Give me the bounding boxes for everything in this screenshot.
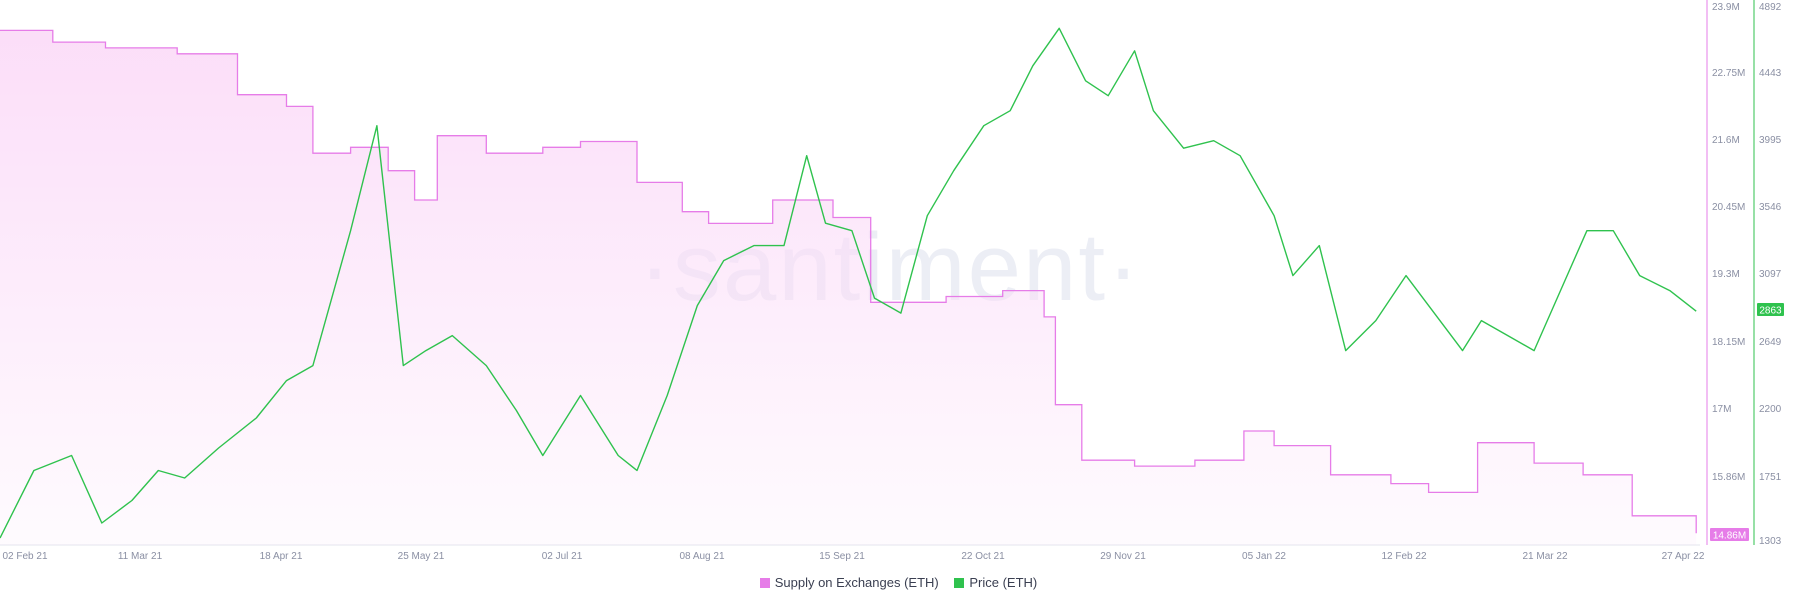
- x-tick-label: 15 Sep 21: [819, 551, 865, 562]
- price-tick-label: 2200: [1759, 404, 1782, 415]
- price-line: [0, 27, 1697, 539]
- x-tick-label: 02 Jul 21: [542, 551, 583, 562]
- price-tick-label: 3995: [1759, 135, 1782, 146]
- supply-last-badge: 14.86M: [1710, 528, 1749, 542]
- legend-swatch-supply: [759, 577, 770, 588]
- legend: Supply on Exchanges (ETH) Price (ETH): [0, 575, 1797, 591]
- supply-tick-label: 18.15M: [1712, 337, 1745, 348]
- supply-tick-label: 19.3M: [1712, 269, 1740, 280]
- svg-text:2863: 2863: [1759, 306, 1782, 317]
- legend-item-price[interactable]: Price (ETH): [954, 575, 1037, 590]
- x-tick-label: 29 Nov 21: [1100, 551, 1146, 562]
- supply-tick-label: 15.86M: [1712, 472, 1745, 483]
- last-value-badges: 14.86M 2863: [1710, 303, 1784, 542]
- legend-item-supply[interactable]: Supply on Exchanges (ETH): [759, 575, 939, 590]
- supply-tick-label: 22.75M: [1712, 68, 1745, 79]
- supply-line: [0, 29, 1697, 534]
- x-tick-label: 12 Feb 22: [1381, 551, 1426, 562]
- x-tick-label: 05 Jan 22: [1242, 551, 1286, 562]
- x-tick-label: 02 Feb 21: [2, 551, 47, 562]
- svg-text:14.86M: 14.86M: [1713, 531, 1746, 542]
- price-tick-label: 1303: [1759, 536, 1782, 547]
- x-tick-label: 21 Mar 22: [1522, 551, 1567, 562]
- legend-swatch-price: [954, 577, 965, 588]
- price-tick-label: 3546: [1759, 202, 1782, 213]
- supply-tick-label: 20.45M: [1712, 202, 1745, 213]
- price-tick-label: 3097: [1759, 269, 1782, 280]
- x-tick-label: 25 May 21: [398, 551, 445, 562]
- price-tick-label: 1751: [1759, 472, 1782, 483]
- supply-tick-label: 23.9M: [1712, 2, 1740, 13]
- y-axis-supply: 23.9M 22.75M 21.6M 20.45M 19.3M 18.15M 17M 15.8…: [1706, 0, 1745, 545]
- price-tick-label: 4443: [1759, 68, 1782, 79]
- legend-label-price: Price (ETH): [969, 575, 1038, 590]
- price-tick-label: 2649: [1759, 337, 1782, 348]
- y-axis-price: 4892 4443 3995 3546 3097 2649 2200 1751 1303: [1753, 0, 1782, 547]
- x-tick-label: 18 Apr 21: [260, 551, 303, 562]
- supply-tick-label: 21.6M: [1712, 135, 1740, 146]
- supply-tick-label: 17M: [1712, 404, 1731, 415]
- supply-area: [0, 30, 1697, 545]
- x-tick-label: 11 Mar 21: [118, 551, 163, 562]
- x-tick-label: 08 Aug 21: [679, 551, 724, 562]
- x-tick-label: 27 Apr 22: [1662, 551, 1705, 562]
- x-axis: 02 Feb 21 11 Mar 21 18 Apr 21 25 May 21 02 J…: [0, 544, 1705, 562]
- legend-label-supply: Supply on Exchanges (ETH): [774, 575, 939, 590]
- x-tick-label: 22 Oct 21: [961, 551, 1005, 562]
- price-tick-label: 4892: [1759, 2, 1782, 13]
- price-last-badge: 2863: [1757, 303, 1784, 317]
